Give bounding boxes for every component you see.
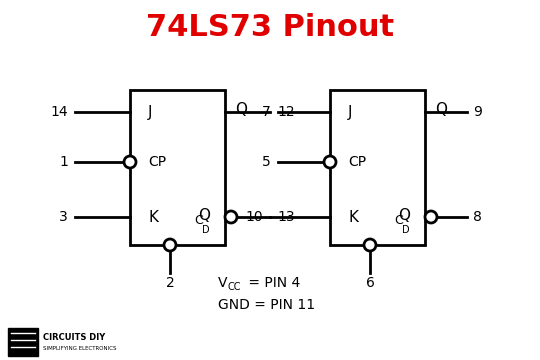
Text: 12: 12 [277, 105, 295, 119]
Text: Q: Q [235, 103, 247, 117]
Bar [330, 90, 425, 245]
Text: CP: CP [348, 155, 366, 169]
Text: CIRCUITS DIY: CIRCUITS DIY [43, 333, 105, 342]
Text: 1: 1 [59, 155, 68, 169]
Circle shape [425, 211, 437, 223]
Text: C: C [394, 215, 403, 228]
Circle shape [164, 239, 176, 251]
Text: V: V [218, 276, 227, 290]
Text: 74LS73 Pinout: 74LS73 Pinout [146, 13, 394, 42]
Text: GND = PIN 11: GND = PIN 11 [218, 298, 315, 312]
Text: 8: 8 [473, 210, 482, 224]
Text: 9: 9 [473, 105, 482, 119]
Text: K: K [348, 210, 358, 225]
Text: J: J [148, 104, 152, 120]
Text: SIMPLIFYING ELECTRONICS: SIMPLIFYING ELECTRONICS [43, 346, 117, 351]
Text: 7: 7 [262, 105, 271, 119]
Text: 13: 13 [277, 210, 295, 224]
Circle shape [124, 156, 136, 168]
Text: 6: 6 [366, 276, 374, 290]
Text: C: C [194, 215, 202, 228]
Text: K: K [148, 210, 158, 225]
Text: Q: Q [198, 207, 210, 222]
Text: Q: Q [398, 207, 410, 222]
Text: 2: 2 [166, 276, 174, 290]
Text: CP: CP [148, 155, 166, 169]
Circle shape [364, 239, 376, 251]
Circle shape [324, 156, 336, 168]
Text: D: D [402, 225, 410, 235]
Circle shape [225, 211, 237, 223]
Text: CC: CC [228, 282, 241, 292]
Text: = PIN 4: = PIN 4 [244, 276, 300, 290]
Text: 5: 5 [262, 155, 271, 169]
Text: J: J [348, 104, 353, 120]
Bar [8, 328, 38, 356]
Text: Q: Q [435, 103, 447, 117]
Text: D: D [202, 225, 210, 235]
Text: 10: 10 [245, 210, 263, 224]
Bar [130, 90, 225, 245]
Text: 3: 3 [59, 210, 68, 224]
Text: 14: 14 [50, 105, 68, 119]
